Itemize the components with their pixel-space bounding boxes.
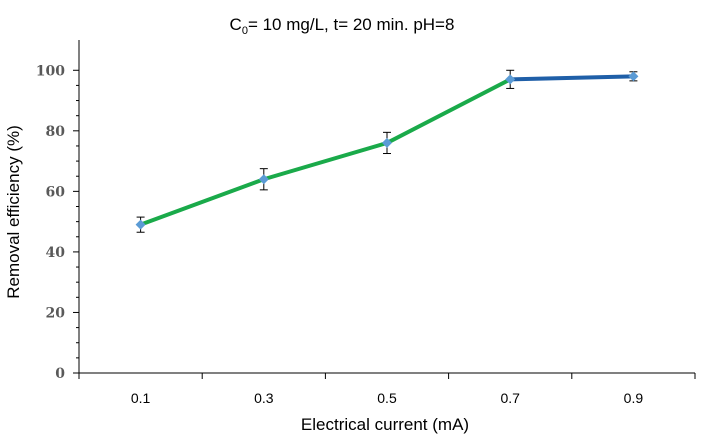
y-tick-label: 40 (46, 245, 66, 261)
series-line-segment (508, 74, 636, 82)
series-lines (138, 74, 636, 227)
y-tick-label: 20 (46, 305, 66, 321)
data-points (135, 71, 639, 230)
y-tick-label: 100 (36, 63, 65, 79)
x-tick-label: 0.9 (624, 390, 644, 406)
chart-title: C0= 10 mg/L, t= 20 min. pH=8 (230, 15, 455, 37)
x-axis-ticks: 0.1 0.3 0.5 0.7 0.9 (78, 373, 696, 406)
series-line-segment (385, 77, 513, 145)
data-point (505, 74, 516, 85)
x-tick-label: 0.3 (254, 390, 274, 406)
data-point (628, 71, 639, 82)
axes (78, 40, 695, 374)
chart-title-main: C (230, 15, 242, 34)
data-point (135, 219, 146, 230)
y-tick-label: 80 (46, 124, 66, 140)
data-point (258, 174, 269, 185)
x-tick-label: 0.7 (500, 390, 520, 406)
y-tick-label: 60 (46, 184, 66, 200)
series-line-segment (261, 140, 389, 182)
data-point (382, 137, 392, 148)
y-tick-label: 0 (55, 366, 65, 382)
y-axis-label: Removal efficiency (%) (4, 125, 23, 299)
series-line-segment (138, 177, 266, 227)
x-tick-label: 0.5 (377, 390, 397, 406)
y-axis-ticks: 0 20 40 60 80 100 (36, 63, 79, 382)
x-axis-label: Electrical current (mA) (301, 415, 469, 434)
chart-title-rest: = 10 mg/L, t= 20 min. pH=8 (248, 15, 454, 34)
chart-title-subscript: 0 (242, 25, 248, 37)
error-bars (136, 69, 638, 233)
x-tick-label: 0.1 (131, 390, 151, 406)
